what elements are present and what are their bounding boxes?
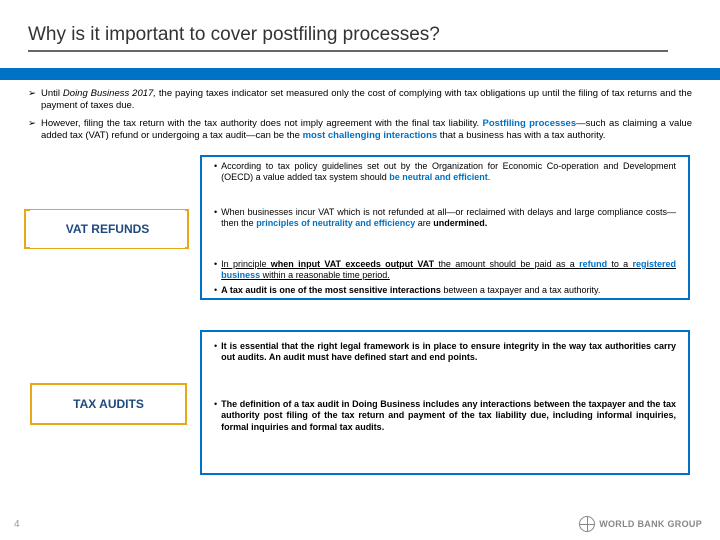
vat-label: VAT REFUNDS <box>30 210 185 248</box>
vat-point-2: •When businesses incur VAT which is not … <box>206 203 684 237</box>
accent-bar <box>0 68 720 80</box>
title-underline <box>28 50 668 52</box>
bullet-1-text: Until Doing Business 2017, the paying ta… <box>41 88 692 112</box>
audit-point-2: •The definition of a tax audit in Doing … <box>206 395 684 440</box>
brand-text: WORLD BANK GROUP <box>599 519 702 529</box>
bullet-2-text: However, filing the tax return with the … <box>41 118 692 142</box>
title-area: Why is it important to cover postfiling … <box>0 0 720 60</box>
arrow-icon: ➢ <box>28 88 36 112</box>
arrow-icon: ➢ <box>28 118 36 142</box>
globe-icon <box>579 516 595 532</box>
bullet-1: ➢ Until Doing Business 2017, the paying … <box>28 88 692 112</box>
intro-bullets: ➢ Until Doing Business 2017, the paying … <box>0 80 720 152</box>
vat-point-3: •In principle when input VAT exceeds out… <box>206 255 684 303</box>
bullet-2: ➢ However, filing the tax return with th… <box>28 118 692 142</box>
audit-label: TAX AUDITS <box>36 385 181 423</box>
vat-point-1: •According to tax policy guidelines set … <box>206 157 684 191</box>
page-title: Why is it important to cover postfiling … <box>28 24 692 46</box>
audit-point-1: •It is essential that the right legal fr… <box>206 337 684 371</box>
page-number: 4 <box>14 519 20 530</box>
footer-brand: WORLD BANK GROUP <box>579 516 702 532</box>
